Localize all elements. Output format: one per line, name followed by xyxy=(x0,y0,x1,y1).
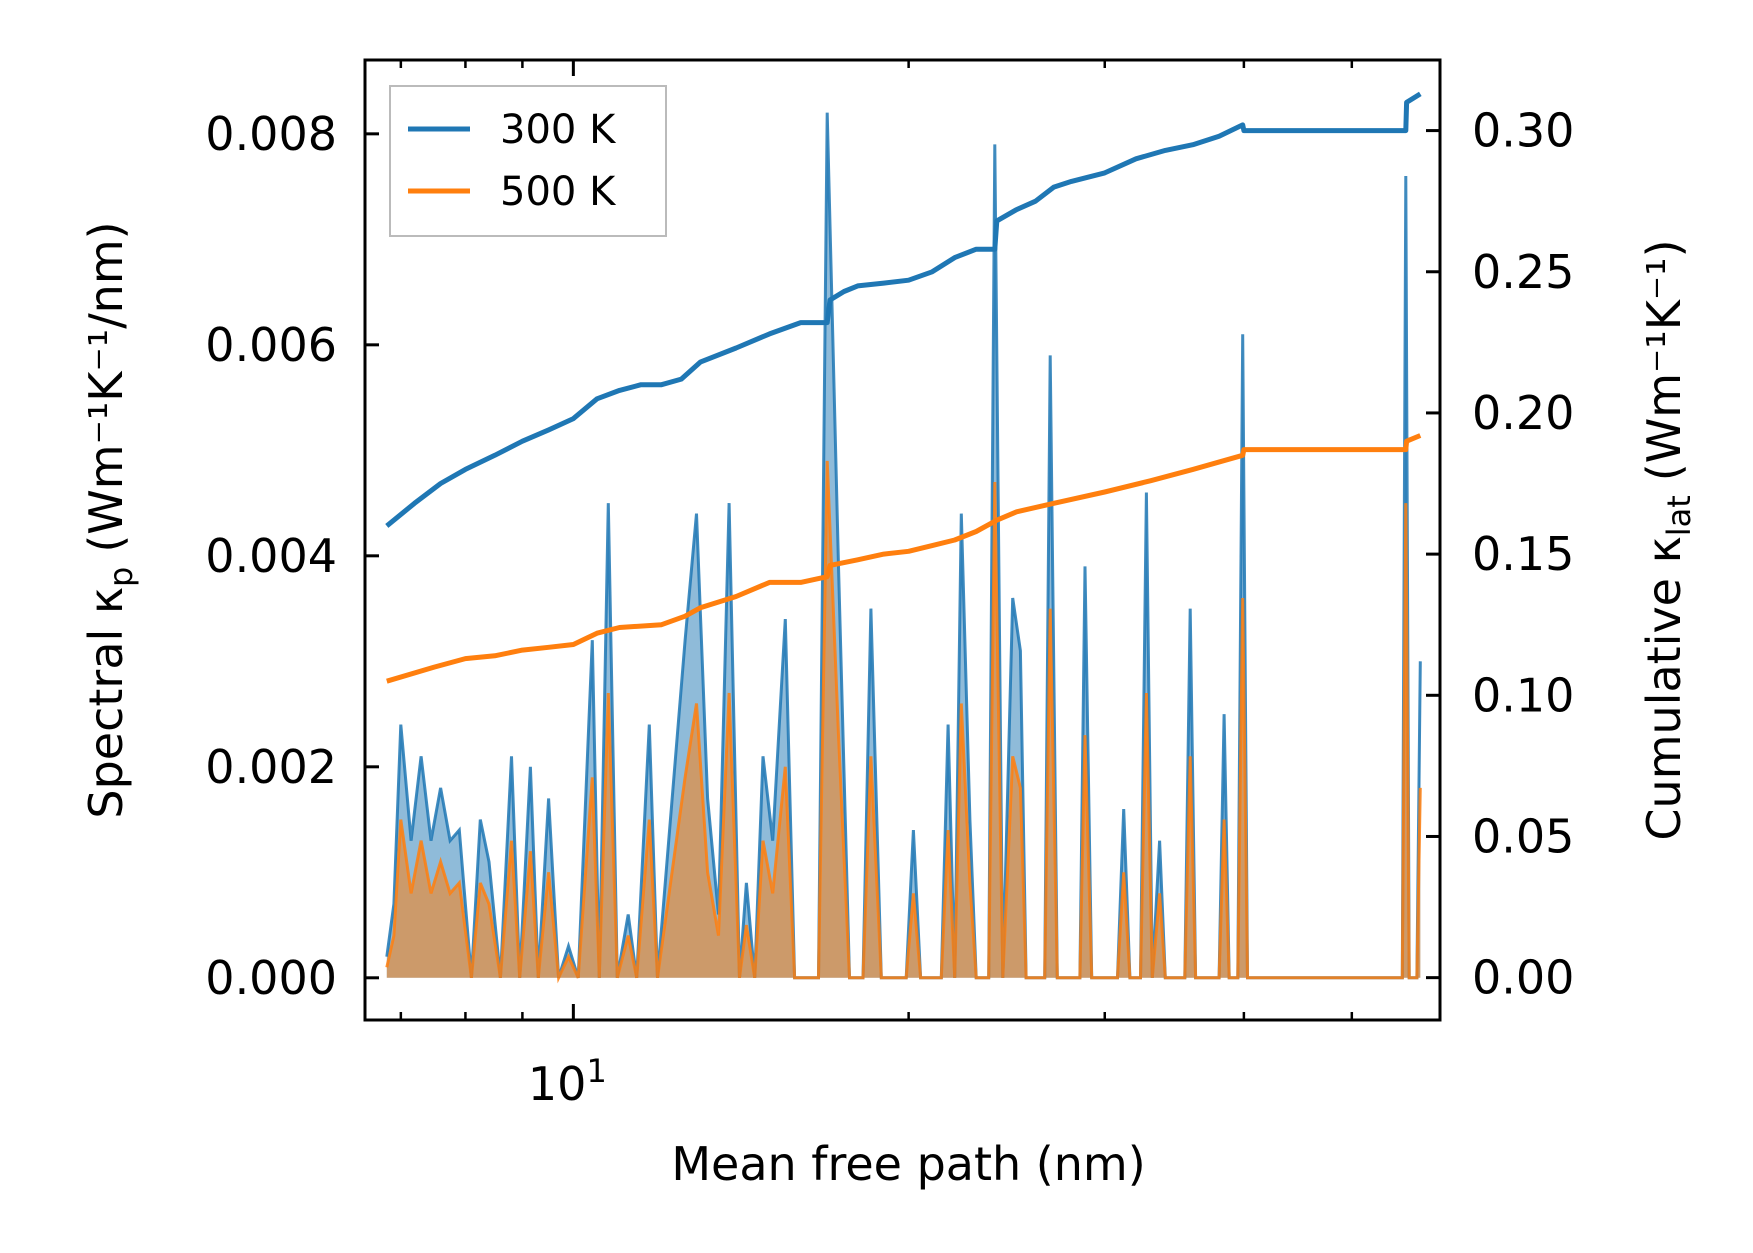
left-tick-label: 0.008 xyxy=(205,107,337,161)
right-tick-label: 0.25 xyxy=(1472,245,1574,299)
left-tick-label: 0.006 xyxy=(205,318,337,372)
x-tick-label-exp: 1 xyxy=(586,1052,606,1090)
x-tick-label: 101 xyxy=(528,1052,607,1111)
x-tick-label-base: 10 xyxy=(528,1057,587,1111)
svg-text:Cumulative κlat(Wm⁻¹K⁻¹): Cumulative κlat (Wm⁻¹K⁻¹) xyxy=(1637,239,1698,840)
left-tick-label: 0.004 xyxy=(205,529,337,583)
cumulative-line-500k xyxy=(386,433,1422,684)
right-axis-title-unit: (Wm⁻¹K⁻¹) xyxy=(1637,239,1691,481)
spectral-line-500k xyxy=(385,460,1422,984)
left-tick-label: 0.002 xyxy=(205,740,337,794)
spectral-area-300k xyxy=(386,112,1421,978)
spectral-line-300k xyxy=(385,112,1422,980)
spectral-areas xyxy=(386,112,1421,978)
axis-ticks xyxy=(365,60,1442,1020)
left-axis-title-sub: p xyxy=(102,567,140,587)
right-axis-title-sub: lat xyxy=(1660,495,1698,536)
right-axis-title: Cumulative κlat (Wm⁻¹K⁻¹) xyxy=(1637,239,1698,840)
series-lines xyxy=(385,91,1422,984)
legend-box xyxy=(389,85,667,237)
left-tick-label: 0.000 xyxy=(205,951,337,1005)
tick-labels: 0.000 0.002 0.004 0.006 0.008 0.00 0.05 0.10 0.1… xyxy=(205,104,1574,1111)
right-tick-label: 0.20 xyxy=(1472,386,1574,440)
right-tick-label: 0.15 xyxy=(1472,527,1574,581)
cumulative-line-300k xyxy=(385,91,1422,528)
left-axis-title-unit: (Wm⁻¹K⁻¹/nm) xyxy=(79,221,133,552)
right-tick-label: 0.10 xyxy=(1472,668,1574,722)
spectral-area-500k xyxy=(386,460,1421,978)
right-tick-label: 0.00 xyxy=(1472,951,1574,1005)
legend-label-300k: 300 K xyxy=(500,107,617,153)
right-tick-label: 0.05 xyxy=(1472,809,1574,863)
right-tick-label: 0.30 xyxy=(1472,104,1574,158)
svg-text:Spectral κp(Wm⁻¹K⁻¹/nm): Spectral κp (Wm⁻¹K⁻¹/nm) xyxy=(79,221,140,818)
left-axis-title: Spectral κp (Wm⁻¹K⁻¹/nm) xyxy=(79,221,140,818)
legend: 300 K 500 K xyxy=(389,85,667,237)
left-axis-title-main: Spectral κ xyxy=(79,587,133,819)
x-axis-title: Mean free path (nm) xyxy=(671,1137,1145,1191)
legend-label-500k: 500 K xyxy=(500,169,617,215)
plot-frame xyxy=(363,58,1442,1022)
right-axis-title-main: Cumulative κ xyxy=(1637,536,1691,840)
